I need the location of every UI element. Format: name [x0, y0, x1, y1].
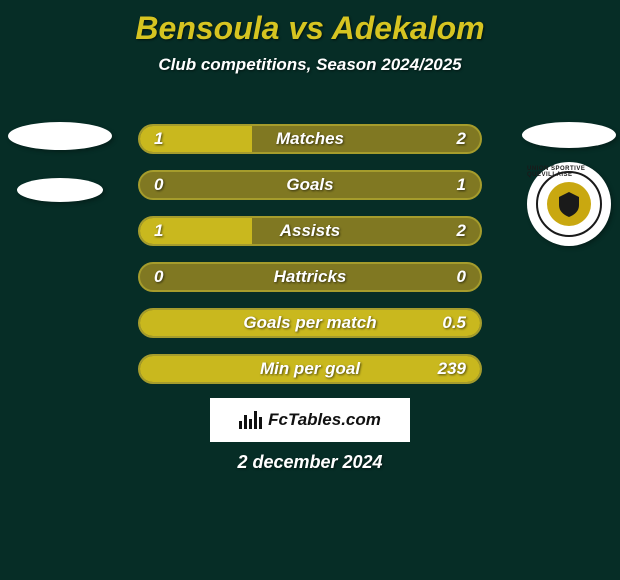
stat-bar: 1Matches2	[138, 124, 482, 154]
subtitle: Club competitions, Season 2024/2025	[0, 55, 620, 75]
club-badge: UNION SPORTIVE QUEVILLAISE	[527, 162, 611, 246]
stat-bar: Goals per match0.5	[138, 308, 482, 338]
stat-value-left: 0	[140, 267, 190, 287]
comparison-infographic: Bensoula vs Adekalom Club competitions, …	[0, 0, 620, 580]
stat-value-left: 0	[140, 175, 190, 195]
player-right-icons: UNION SPORTIVE QUEVILLAISE	[522, 122, 616, 246]
stat-bar: 0Hattricks0	[138, 262, 482, 292]
stat-bar: Min per goal239	[138, 354, 482, 384]
stat-value-right: 1	[430, 175, 480, 195]
stat-value-right: 2	[430, 129, 480, 149]
stat-label: Matches	[190, 129, 430, 149]
club-placeholder	[17, 178, 103, 202]
fctables-logo: FcTables.com	[210, 398, 410, 442]
page-title: Bensoula vs Adekalom	[0, 0, 620, 47]
comparison-bars: 1Matches20Goals11Assists20Hattricks0Goal…	[138, 124, 482, 384]
logo-text: FcTables.com	[268, 410, 381, 430]
bars-icon	[239, 411, 262, 429]
date-text: 2 december 2024	[0, 452, 620, 473]
stat-value-right: 0.5	[430, 313, 480, 333]
stat-bar: 1Assists2	[138, 216, 482, 246]
stat-value-left: 1	[140, 221, 190, 241]
shield-icon	[554, 189, 584, 219]
stat-label: Hattricks	[190, 267, 430, 287]
stat-value-left: 1	[140, 129, 190, 149]
stat-label: Min per goal	[190, 359, 430, 379]
stat-value-right: 0	[430, 267, 480, 287]
player-left-icons	[8, 122, 112, 202]
stat-label: Goals	[190, 175, 430, 195]
stat-label: Goals per match	[190, 313, 430, 333]
stat-value-right: 239	[430, 359, 480, 379]
stat-value-right: 2	[430, 221, 480, 241]
avatar-placeholder	[522, 122, 616, 148]
avatar-placeholder	[8, 122, 112, 150]
stat-bar: 0Goals1	[138, 170, 482, 200]
badge-inner	[547, 182, 591, 226]
stat-label: Assists	[190, 221, 430, 241]
